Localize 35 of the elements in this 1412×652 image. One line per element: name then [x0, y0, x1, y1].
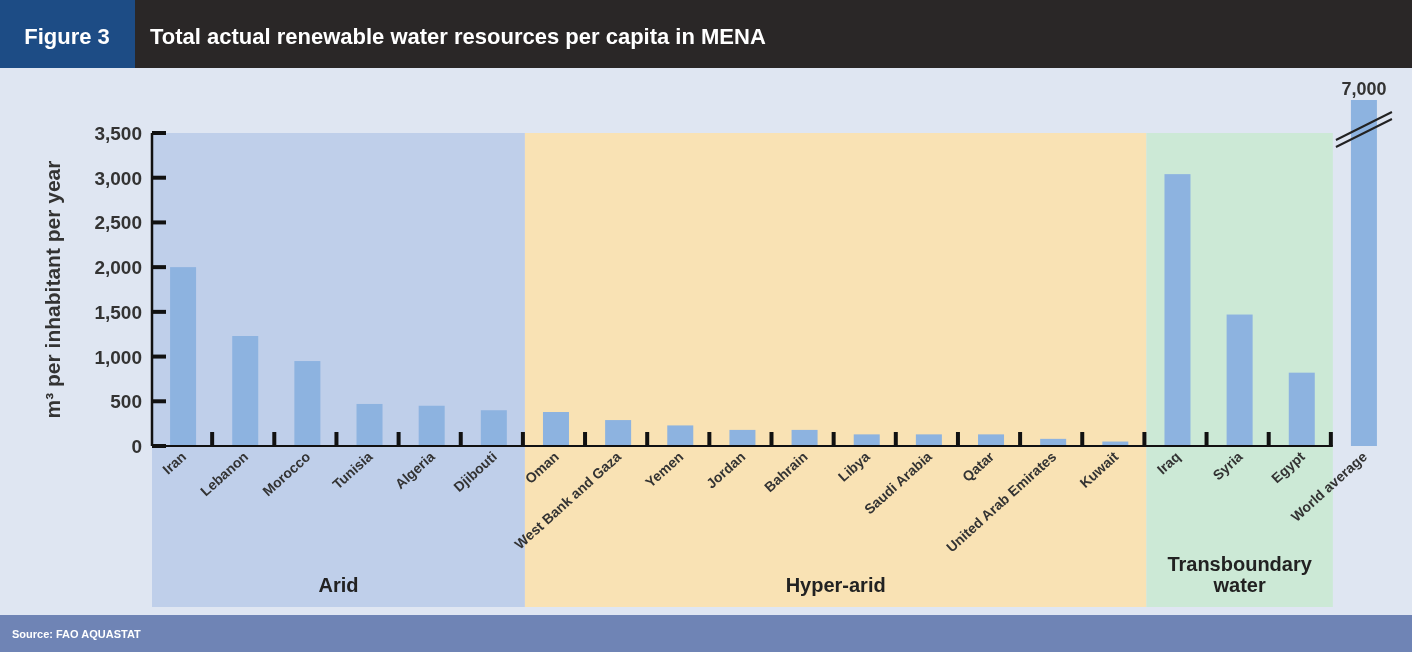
- bar: [1226, 314, 1253, 446]
- y-tick-label: 3,000: [94, 167, 142, 189]
- x-tick-label: Iraq: [1153, 448, 1184, 478]
- band-label: Arid: [318, 574, 359, 596]
- chart-title: Total actual renewable water resources per capita in MENA: [150, 24, 766, 49]
- y-axis-title: m³ per inhabitant per year: [41, 160, 64, 419]
- y-tick-label: 1,500: [94, 301, 142, 323]
- bar: [791, 429, 818, 446]
- y-tick-label: 500: [110, 391, 142, 413]
- bar: [915, 434, 942, 446]
- band-label: Hyper-arid: [785, 574, 886, 596]
- bar: [232, 336, 259, 446]
- band-label: Transboundary water: [1167, 553, 1313, 596]
- bar: [294, 361, 321, 446]
- data-label: 7,000: [1341, 79, 1387, 99]
- y-tick-label: 3,500: [94, 123, 142, 144]
- source-note: Source: FAO AQUASTAT: [12, 628, 142, 640]
- caption: Figure 3: [24, 24, 110, 49]
- bar: [605, 420, 632, 446]
- bar: [480, 410, 507, 446]
- bar: [978, 434, 1005, 446]
- y-tick-label: 2,000: [94, 257, 142, 279]
- bar: [356, 403, 383, 446]
- bar: [1288, 372, 1315, 446]
- y-tick-label: 2,500: [94, 212, 142, 234]
- bar: [667, 425, 694, 446]
- x-tick-label: Iran: [159, 448, 190, 478]
- y-tick-label: 1,000: [94, 346, 142, 368]
- bar: [542, 412, 569, 446]
- bar: [853, 434, 880, 446]
- y-tick-label: 0: [131, 436, 142, 457]
- bar: [729, 429, 756, 446]
- bar: [170, 267, 197, 446]
- bar: [1164, 174, 1191, 446]
- bar: [418, 405, 445, 446]
